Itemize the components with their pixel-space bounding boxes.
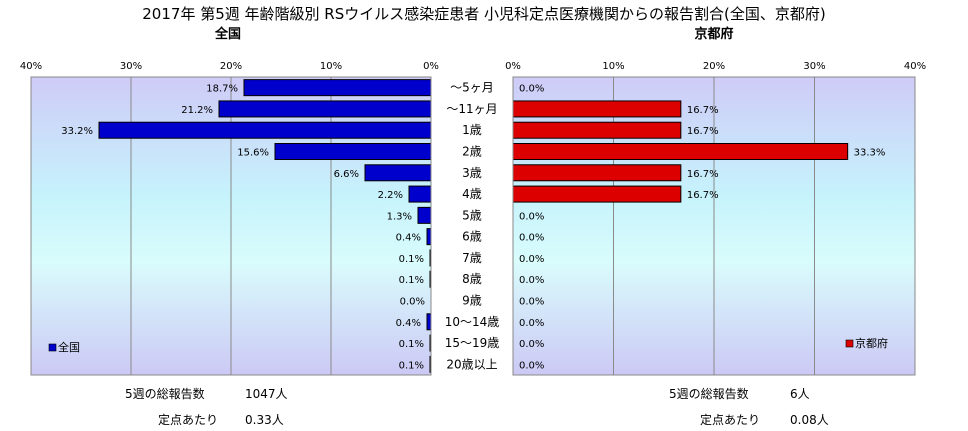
kyoto-per-label: 定点あたり xyxy=(700,413,761,427)
left-tick-label: 10% xyxy=(320,61,342,72)
category-label: 7歳 xyxy=(462,251,482,265)
category-label: ～11ヶ月 xyxy=(446,102,497,116)
right-bar xyxy=(512,185,682,203)
right-tick-label: 40% xyxy=(904,61,926,72)
category-label: 5歳 xyxy=(462,208,482,222)
left-bar xyxy=(364,164,432,182)
right-data-label: 16.7% xyxy=(687,126,719,137)
right-legend: 京都府 xyxy=(845,336,888,350)
category-label: 20歳以上 xyxy=(446,357,497,371)
national-per-value: 0.33人 xyxy=(245,413,284,427)
left-bar xyxy=(243,79,432,97)
category-labels: ～5ヶ月 ～11ヶ月 1歳 2歳 3歳 4歳 5歳 6歳 7歳 8歳 9歳 10～14歳 15～19歳 2… xyxy=(445,81,500,372)
right-tick-labels: 0% 10% 20% 30% 40% xyxy=(505,61,926,72)
right-legend-label: 京都府 xyxy=(855,336,888,350)
right-tick-label: 10% xyxy=(602,61,624,72)
category-label: 4歳 xyxy=(462,187,482,201)
right-data-label: 0.0% xyxy=(519,275,544,286)
left-plot-border xyxy=(30,76,432,376)
right-panel-title: 京都府 xyxy=(694,26,733,42)
right-data-label: 0.0% xyxy=(519,254,544,265)
left-data-label: 0.1% xyxy=(399,339,424,350)
left-data-label: 18.7% xyxy=(206,84,238,95)
left-legend: 全国 xyxy=(48,340,80,354)
left-data-label: 21.2% xyxy=(181,105,213,116)
right-tick-label: 30% xyxy=(803,61,825,72)
left-data-label: 2.2% xyxy=(378,190,403,201)
left-bar xyxy=(417,206,432,224)
right-data-label: 0.0% xyxy=(519,233,544,244)
category-label: 6歳 xyxy=(462,230,482,244)
category-label: 10～14歳 xyxy=(445,315,500,329)
left-data-label: 0.0% xyxy=(400,297,425,308)
left-data-label: 0.4% xyxy=(396,318,421,329)
right-data-label: 0.0% xyxy=(519,297,544,308)
left-tick-label: 0% xyxy=(423,61,439,72)
left-data-label: 1.3% xyxy=(387,211,412,222)
national-per-label: 定点あたり xyxy=(158,413,219,427)
kyoto-reports-value: 6人 xyxy=(790,387,810,401)
right-data-label: 16.7% xyxy=(687,169,719,180)
right-legend-swatch xyxy=(845,339,854,348)
right-data-label: 0.0% xyxy=(519,318,544,329)
left-tick-label: 40% xyxy=(20,61,42,72)
right-data-label: 16.7% xyxy=(687,105,719,116)
category-label: 15～19歳 xyxy=(445,336,500,350)
right-bar xyxy=(512,100,682,118)
category-label: 8歳 xyxy=(462,272,482,286)
kyoto-reports-label: 5週の総報告数 xyxy=(669,387,749,401)
left-bar xyxy=(426,313,432,331)
left-data-labels: 18.7% 21.2% 33.2% 15.6% 6.6% 2.2% 1.3% 0.4% 0.1%… xyxy=(61,84,425,372)
national-reports-value: 1047人 xyxy=(245,387,288,401)
right-data-labels: 0.0% 16.7% 16.7% 33.3% 16.7% 16.7% 0.0% 0.0% 0.0… xyxy=(519,84,885,372)
left-bar xyxy=(218,100,432,118)
right-bar xyxy=(512,143,849,160)
right-plot-border xyxy=(512,76,916,376)
left-data-label: 15.6% xyxy=(237,148,269,159)
right-tick-label: 20% xyxy=(703,61,725,72)
left-panel-title: 全国 xyxy=(214,26,241,42)
left-data-label: 33.2% xyxy=(61,126,93,137)
category-label: 3歳 xyxy=(462,166,482,180)
left-tick-label: 30% xyxy=(120,61,142,72)
right-data-label: 0.0% xyxy=(519,339,544,350)
right-data-label: 33.3% xyxy=(854,148,886,159)
left-tick-labels: 0% 10% 20% 30% 40% xyxy=(20,61,439,72)
left-bar xyxy=(408,185,432,203)
category-label: 2歳 xyxy=(462,145,482,159)
category-label: 1歳 xyxy=(462,123,482,137)
right-bar xyxy=(512,121,682,139)
right-data-label: 0.0% xyxy=(519,84,544,95)
left-data-label: 0.1% xyxy=(399,360,424,371)
left-bar xyxy=(98,121,432,139)
left-data-label: 0.4% xyxy=(396,233,421,244)
right-data-label: 16.7% xyxy=(687,190,719,201)
left-data-label: 0.1% xyxy=(399,254,424,265)
right-data-label: 0.0% xyxy=(519,360,544,371)
left-data-label: 0.1% xyxy=(399,275,424,286)
right-bar xyxy=(512,164,682,182)
national-reports-label: 5週の総報告数 xyxy=(125,387,205,401)
left-data-label: 6.6% xyxy=(334,169,359,180)
left-legend-swatch xyxy=(48,343,57,352)
right-tick-label: 0% xyxy=(505,61,521,72)
left-tick-label: 20% xyxy=(220,61,242,72)
left-legend-label: 全国 xyxy=(58,340,80,354)
left-bar xyxy=(426,228,432,246)
left-bar xyxy=(274,143,432,160)
category-label: 9歳 xyxy=(462,294,482,308)
chart-title: 2017年 第5週 年齢階級別 RSウイルス感染症患者 小児科定点医療機関からの… xyxy=(142,5,825,23)
left-bars xyxy=(98,79,432,373)
category-label: ～5ヶ月 xyxy=(450,81,494,95)
right-data-label: 0.0% xyxy=(519,211,544,222)
kyoto-per-value: 0.08人 xyxy=(790,413,829,427)
